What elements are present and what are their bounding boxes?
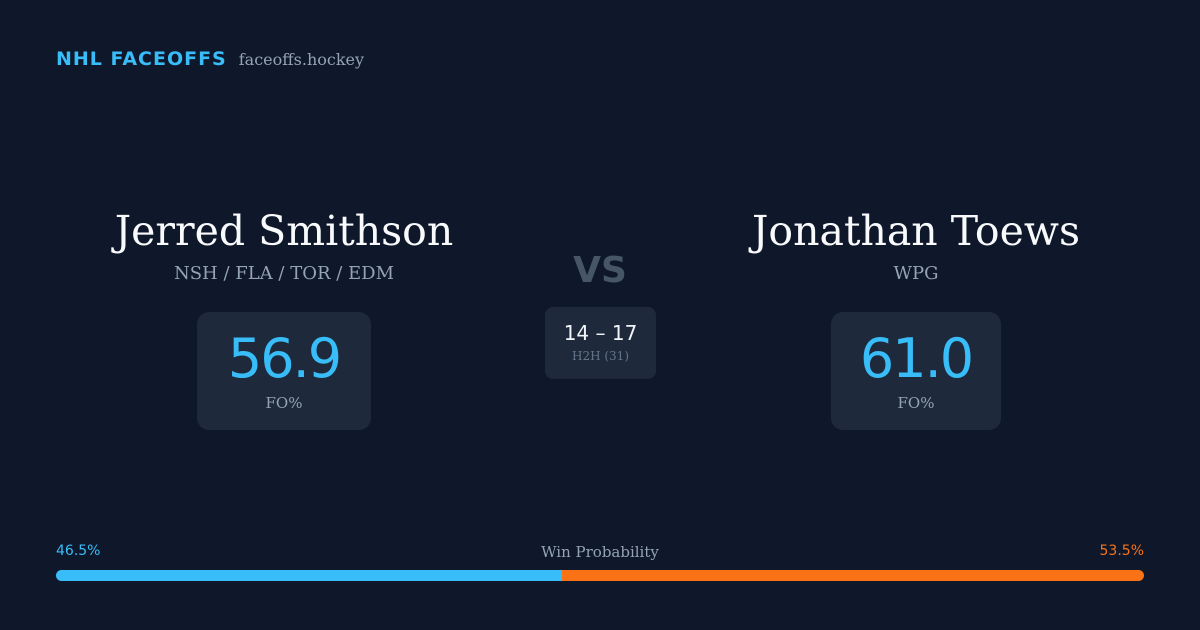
- h2h-label: H2H (31): [571, 349, 629, 363]
- brand-name: NHL FACEOFFS: [56, 48, 227, 70]
- win-probability-left: 46.5%: [56, 543, 101, 559]
- player-left-name: Jerred Smithson: [114, 207, 454, 255]
- win-probability-bar-right: [561, 570, 1144, 581]
- h2h-score: 14 – 17: [563, 321, 638, 345]
- player-right-fo-card: 61.0 FO%: [831, 312, 1001, 430]
- player-left-fo-card: 56.9 FO%: [197, 312, 371, 430]
- player-left-fo-label: FO%: [265, 394, 303, 412]
- win-probability: 46.5% Win Probability 53.5%: [56, 543, 1144, 581]
- brand-domain: faceoffs.hockey: [238, 50, 365, 69]
- player-left-teams: NSH / FLA / TOR / EDM: [173, 263, 395, 284]
- player-right-fo-value: 61.0: [859, 327, 974, 390]
- win-probability-title: Win Probability: [541, 543, 659, 561]
- win-probability-bar: [56, 570, 1144, 581]
- player-right-name: Jonathan Toews: [752, 207, 1080, 255]
- brand: NHL FACEOFFS faceoffs.hockey: [56, 48, 364, 70]
- player-left-fo-value: 56.9: [227, 327, 342, 390]
- win-probability-bar-left: [56, 570, 562, 581]
- player-left: Jerred Smithson NSH / FLA / TOR / EDM 56…: [24, 205, 544, 430]
- player-right-fo-label: FO%: [897, 394, 935, 412]
- win-probability-right: 53.5%: [1099, 543, 1144, 559]
- h2h-card: 14 – 17 H2H (31): [545, 307, 656, 379]
- versus-label: VS: [573, 250, 627, 291]
- player-right-teams: WPG: [893, 263, 939, 284]
- player-right: Jonathan Toews WPG 61.0 FO%: [656, 205, 1176, 430]
